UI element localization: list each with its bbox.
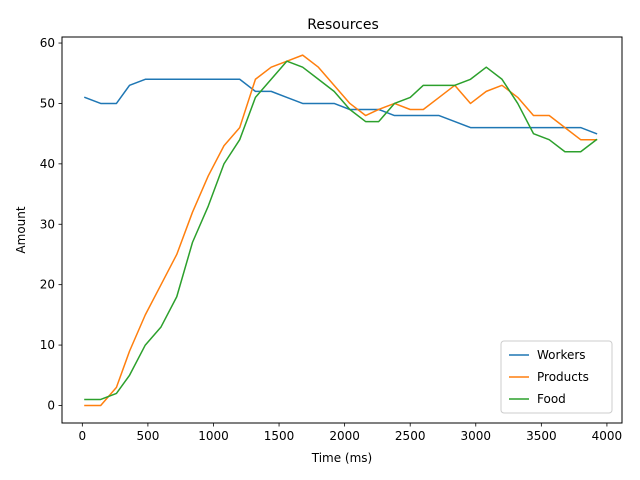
x-tick-label: 2000 (329, 429, 360, 443)
x-tick-label: 2500 (395, 429, 426, 443)
x-tick-label: 500 (136, 429, 159, 443)
x-tick-label: 0 (79, 429, 87, 443)
legend-box (500, 340, 613, 414)
x-tick-label: 4000 (592, 429, 623, 443)
y-tick-label: 20 (40, 278, 55, 292)
x-tick-label: 3000 (460, 429, 491, 443)
chart-title: Resources (307, 17, 379, 33)
plot-frame (61, 36, 623, 424)
y-tick-label: 30 (40, 217, 55, 231)
series-line-workers (83, 78, 598, 135)
y-axis-label: Amount (14, 206, 28, 253)
x-tick-label: 1500 (264, 429, 295, 443)
y-tick-label: 50 (40, 96, 55, 110)
x-tick-label: 3500 (526, 429, 557, 443)
y-tick-label: 0 (47, 398, 55, 412)
legend: Workers Products Food (500, 340, 613, 414)
legend-label-food: Food (537, 392, 566, 406)
y-tick-label: 10 (40, 338, 55, 352)
series-line-food (84, 60, 598, 401)
y-tick-label: 40 (40, 157, 55, 171)
y-tick-label: 60 (40, 36, 55, 50)
x-axis-label: Time (ms) (311, 451, 373, 465)
legend-label-workers: Workers (537, 348, 586, 362)
legend-label-products: Products (537, 370, 589, 384)
x-tick-label: 1000 (198, 429, 229, 443)
